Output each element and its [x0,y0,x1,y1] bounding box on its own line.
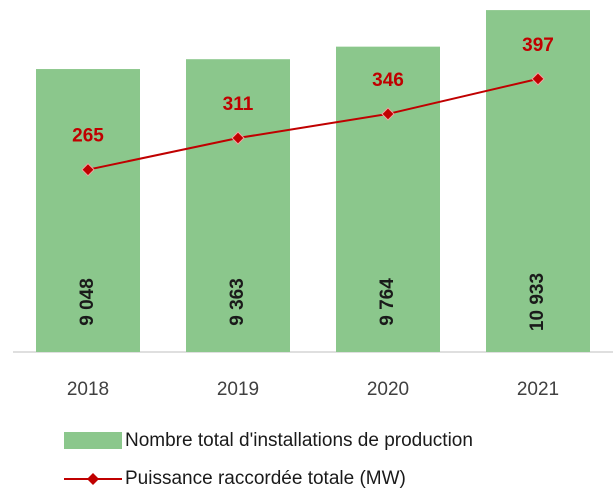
bar [36,69,140,352]
x-tick-label: 2021 [517,379,559,400]
line-marker [81,162,95,177]
bar [186,59,290,353]
legend-swatch [87,473,99,485]
x-tick-label: 2018 [67,379,109,400]
bar-value-label: 9 764 [377,278,398,326]
bar [486,10,590,352]
line-marker [381,107,395,121]
line-value-label: 397 [522,35,554,56]
bar-value-label: 10 933 [527,273,548,331]
line-marker [231,131,245,145]
legend-swatch [64,432,122,449]
line-value-label: 265 [72,126,104,147]
bar-value-label: 9 048 [77,278,98,326]
legend-label: Nombre total d'installations de producti… [125,430,473,451]
line-marker [531,72,545,86]
line-value-label: 311 [223,94,254,115]
bar-value-label: 9 363 [227,278,248,326]
line [87,77,539,171]
x-tick-label: 2019 [217,379,259,400]
legend-label: Puissance raccordée totale (MW) [125,468,406,489]
x-tick-label: 2020 [367,379,409,400]
bar [336,46,440,353]
line-value-label: 346 [372,70,404,91]
